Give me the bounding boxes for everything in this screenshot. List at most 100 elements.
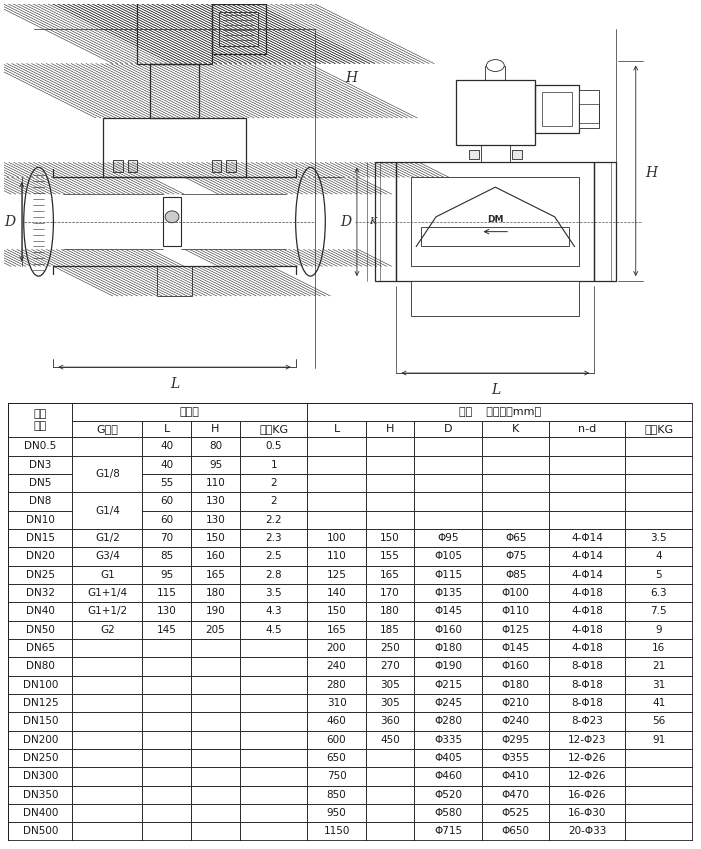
Bar	[414, 639, 482, 657]
Bar	[142, 584, 191, 602]
Bar	[191, 565, 240, 584]
Bar	[240, 474, 308, 492]
Bar	[142, 767, 191, 785]
Text: Φ245: Φ245	[434, 698, 462, 708]
Bar	[142, 437, 191, 456]
Text: Φ180: Φ180	[434, 643, 462, 653]
Text: Φ100: Φ100	[502, 588, 530, 598]
Text: 4-Φ14: 4-Φ14	[571, 533, 604, 543]
Bar	[240, 602, 308, 621]
Bar	[366, 548, 414, 565]
Text: DN100: DN100	[22, 680, 58, 689]
Bar	[366, 822, 414, 841]
Bar	[72, 403, 308, 421]
Bar	[142, 492, 191, 510]
Bar	[142, 510, 191, 529]
Bar	[191, 749, 240, 767]
Bar	[240, 584, 308, 602]
Text: 4-Φ18: 4-Φ18	[571, 643, 604, 653]
Bar	[414, 565, 482, 584]
Bar	[308, 749, 366, 767]
Bar	[240, 730, 308, 749]
Bar	[308, 403, 693, 421]
Text: 7.5: 7.5	[651, 606, 667, 616]
Bar	[308, 657, 366, 676]
Bar	[469, 149, 479, 160]
Bar	[550, 621, 625, 639]
Text: 130: 130	[205, 514, 226, 525]
Text: DN10: DN10	[26, 514, 55, 525]
Text: Φ520: Φ520	[434, 790, 462, 800]
Text: 重量KG: 重量KG	[259, 424, 288, 435]
Bar	[542, 93, 573, 126]
Text: 12-Φ23: 12-Φ23	[568, 734, 606, 745]
Bar	[191, 529, 240, 548]
Bar	[72, 785, 142, 804]
Text: Φ160: Φ160	[434, 625, 462, 635]
Bar	[594, 162, 616, 281]
Bar	[8, 804, 72, 822]
Text: Φ295: Φ295	[502, 734, 530, 745]
Bar	[482, 730, 550, 749]
Bar	[240, 510, 308, 529]
Text: H: H	[211, 424, 219, 435]
Bar	[414, 421, 482, 437]
Bar	[625, 456, 693, 474]
Text: 3.5: 3.5	[266, 588, 282, 598]
Bar	[625, 676, 693, 694]
Text: Φ75: Φ75	[505, 551, 526, 561]
Bar	[625, 639, 693, 657]
Bar	[625, 492, 693, 510]
Bar	[366, 657, 414, 676]
Bar	[240, 676, 308, 694]
Bar	[625, 822, 693, 841]
Bar	[625, 602, 693, 621]
Text: 16-Φ30: 16-Φ30	[568, 808, 606, 818]
Bar	[308, 767, 366, 785]
Bar	[366, 749, 414, 767]
Bar	[240, 657, 308, 676]
Text: 240: 240	[327, 661, 346, 672]
Text: 115: 115	[157, 588, 177, 598]
Bar	[226, 160, 236, 172]
Bar	[308, 712, 366, 730]
Text: H: H	[646, 166, 658, 180]
Text: 130: 130	[205, 497, 226, 506]
Text: 2.2: 2.2	[266, 514, 282, 525]
Bar	[414, 492, 482, 510]
Bar	[142, 529, 191, 548]
Bar	[240, 456, 308, 474]
Text: Φ410: Φ410	[502, 772, 530, 781]
Text: G1/4: G1/4	[95, 506, 120, 515]
Text: 110: 110	[205, 478, 226, 488]
Bar	[366, 584, 414, 602]
Bar	[414, 767, 482, 785]
Bar	[625, 730, 693, 749]
Text: G2: G2	[100, 625, 115, 635]
Bar	[308, 565, 366, 584]
Text: DN350: DN350	[22, 790, 58, 800]
Bar	[150, 64, 198, 118]
Text: 60: 60	[160, 497, 173, 506]
Text: 21: 21	[652, 661, 665, 672]
Bar	[113, 160, 123, 172]
Bar	[366, 712, 414, 730]
Bar	[366, 621, 414, 639]
Bar	[8, 730, 72, 749]
Bar	[482, 676, 550, 694]
Bar	[550, 657, 625, 676]
Bar	[366, 492, 414, 510]
Bar	[366, 639, 414, 657]
Text: 100: 100	[327, 533, 346, 543]
Text: 8-Φ18: 8-Φ18	[571, 680, 604, 689]
Bar	[625, 621, 693, 639]
Bar	[72, 804, 142, 822]
Text: 4-Φ18: 4-Φ18	[571, 588, 604, 598]
Bar	[72, 584, 142, 602]
Bar	[308, 474, 366, 492]
Bar	[142, 730, 191, 749]
Bar	[240, 548, 308, 565]
Text: DN150: DN150	[22, 717, 58, 727]
Bar	[308, 548, 366, 565]
Text: 750: 750	[327, 772, 346, 781]
